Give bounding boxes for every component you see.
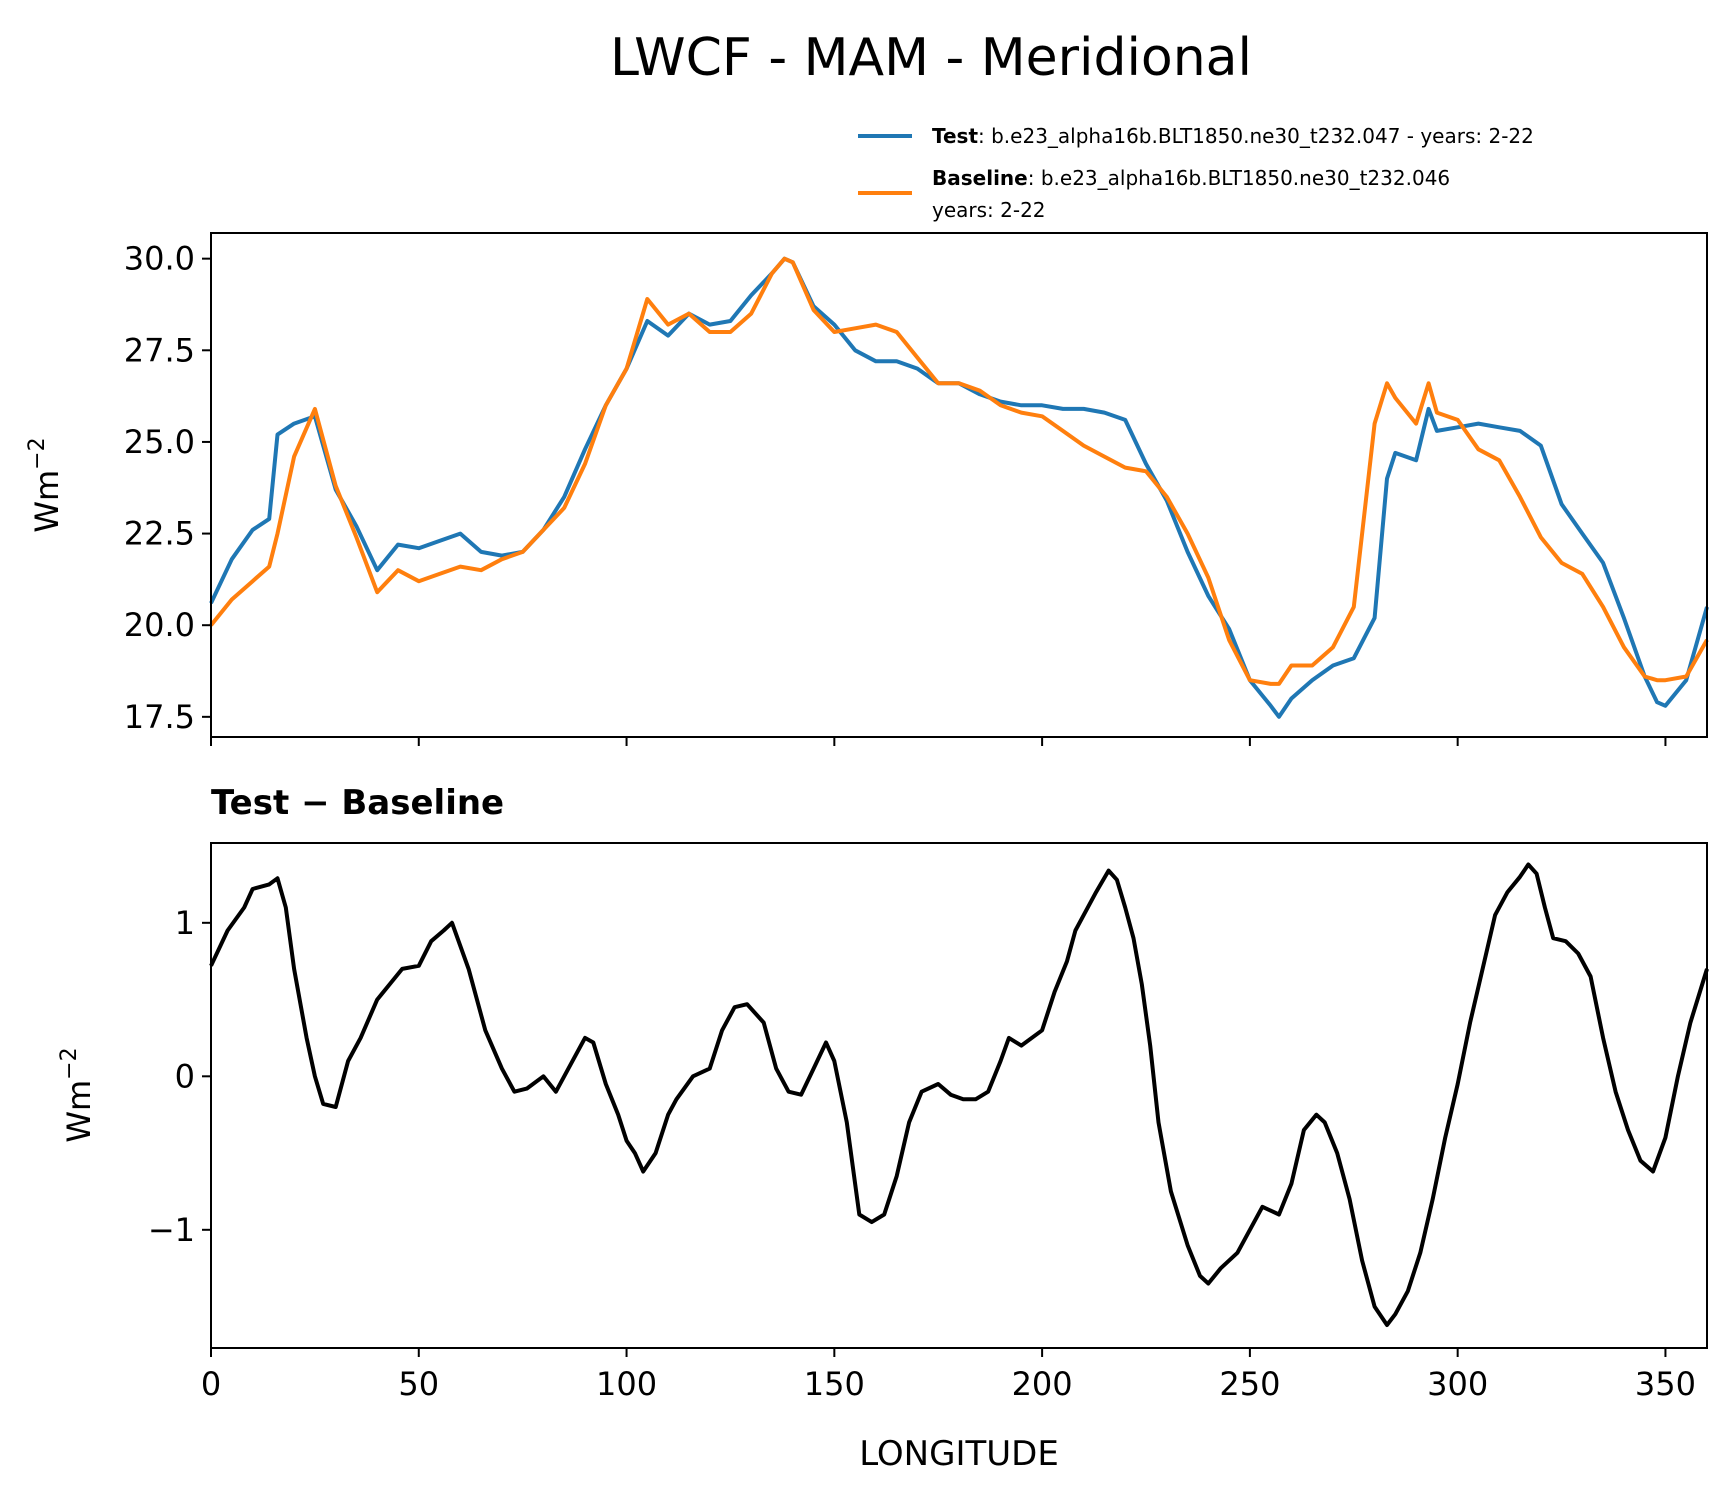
bottom-y-axis-label: Wm−2: [57, 1047, 98, 1142]
bottom-y-axis-label-sup: −2: [57, 1047, 82, 1079]
top-ytick-label: 20.0: [124, 606, 195, 644]
top-y-ticks: 17.5 20.0 22.5 25.0 27.5 30.0: [124, 240, 211, 736]
bottom-x-ticks: 0 50 100 150 200 250 300 350: [201, 1348, 1696, 1403]
top-panel: 17.5 20.0 22.5 25.0 27.5 30.0 Wm−2: [25, 232, 1709, 746]
diff-series-layer: [209, 862, 1709, 1327]
top-ytick-label: 27.5: [124, 331, 195, 369]
bottom-y-ticks: −1 0 1: [148, 904, 211, 1249]
bottom-xtick-label: 100: [596, 1365, 657, 1403]
bottom-ytick-label: 1: [175, 904, 195, 942]
top-ytick-label: 22.5: [124, 515, 195, 553]
x-axis-label: LONGITUDE: [859, 1434, 1059, 1474]
bottom-ytick-label: 0: [175, 1057, 195, 1095]
legend-baseline-label: Baseline: [932, 166, 1028, 190]
bottom-axes-frame: [210, 842, 1708, 1349]
figure-title: LWCF - MAM - Meridional: [610, 28, 1252, 88]
legend-test-entry: Test: b.e23_alpha16b.BLT1850.ne30_t232.0…: [932, 124, 1534, 148]
legend-test-text: : b.e23_alpha16b.BLT1850.ne30_t232.047 -…: [978, 124, 1534, 148]
bottom-ytick-label: −1: [148, 1211, 195, 1249]
legend-baseline-text: : b.e23_alpha16b.BLT1850.ne30_t232.046: [1028, 166, 1450, 190]
top-axes-frame: [210, 232, 1708, 738]
bottom-xtick-label: 300: [1427, 1365, 1488, 1403]
top-ytick-label: 30.0: [124, 240, 195, 278]
bottom-xtick-label: 250: [1219, 1365, 1280, 1403]
top-series-test: [209, 256, 1709, 719]
bottom-series-test-baseline: [209, 862, 1709, 1327]
top-y-axis-label: Wm−2: [25, 437, 66, 532]
top-ytick-label: 17.5: [124, 698, 195, 736]
bottom-xtick-label: 50: [398, 1365, 439, 1403]
bottom-y-axis-label-base: Wm: [60, 1080, 98, 1143]
top-y-axis-label-sup: −2: [25, 437, 50, 469]
legend-test-label: Test: [932, 124, 978, 148]
legend-baseline-text2: years: 2-22: [932, 198, 1046, 222]
top-series-baseline: [209, 256, 1709, 686]
top-ytick-label: 25.0: [124, 423, 195, 461]
bottom-xtick-label: 350: [1635, 1365, 1696, 1403]
bottom-xtick-label: 150: [804, 1365, 865, 1403]
legend-baseline-entry: Baseline: b.e23_alpha16b.BLT1850.ne30_t2…: [932, 166, 1450, 190]
legend: Test: b.e23_alpha16b.BLT1850.ne30_t232.0…: [858, 124, 1534, 222]
top-series-layer: [209, 256, 1709, 719]
diff-panel-title: Test − Baseline: [211, 783, 504, 823]
bottom-xtick-label: 0: [201, 1365, 221, 1403]
bottom-xtick-label: 200: [1012, 1365, 1073, 1403]
top-y-axis-label-base: Wm: [28, 470, 66, 533]
bottom-panel: Test − Baseline −1 0 1 0 50 100 150 200 250 300 3…: [57, 783, 1709, 1474]
top-x-ticks: [210, 737, 1667, 746]
